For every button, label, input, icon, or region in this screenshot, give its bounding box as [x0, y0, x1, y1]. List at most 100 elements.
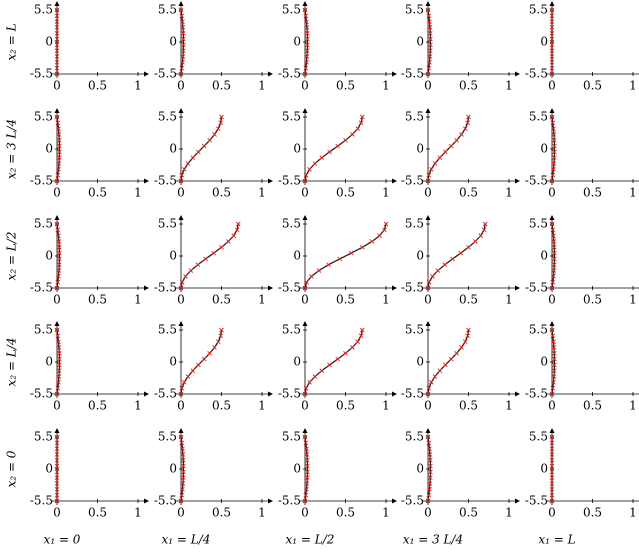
marker — [201, 356, 207, 362]
x-tick-label: 0 — [301, 79, 309, 93]
x-tick-label: 1 — [134, 293, 142, 307]
marker — [427, 30, 433, 36]
marker — [481, 227, 487, 233]
marker — [552, 143, 557, 149]
x-tick-label: 0.5 — [336, 186, 355, 200]
subplot: 0 0.5 1-5.505.5 — [154, 321, 273, 413]
x-tick-label: 1 — [382, 506, 390, 520]
y-tick-label: 0 — [45, 35, 53, 49]
y-tick-label: 5.5 — [529, 323, 548, 337]
marker — [432, 374, 438, 379]
marker — [226, 239, 231, 244]
marker — [305, 36, 310, 42]
marker — [549, 36, 555, 42]
marker — [458, 250, 464, 256]
x-tick-label: 0.5 — [212, 399, 231, 413]
x-arrow — [268, 391, 273, 397]
x-arrow — [515, 498, 520, 504]
x-tick-label: 0.5 — [212, 506, 231, 520]
curve — [427, 223, 486, 289]
x-tick-label: 0 — [53, 506, 61, 520]
subplot: 0 0.5 1-5.505.5x₁ = 3 L/4 — [401, 428, 520, 547]
curve — [304, 329, 363, 395]
y-tick-label: 5.5 — [158, 430, 177, 444]
marker — [56, 268, 62, 273]
marker — [305, 42, 310, 48]
curve — [304, 436, 309, 502]
marker — [181, 36, 186, 42]
marker — [435, 268, 441, 273]
marker — [551, 374, 557, 379]
marker — [358, 120, 364, 126]
y-arrow — [425, 215, 431, 220]
marker — [56, 132, 62, 137]
x-tick-label: 0 — [424, 399, 432, 413]
y-tick-label: -5.5 — [30, 494, 53, 508]
curve — [180, 9, 185, 75]
curve — [304, 223, 387, 289]
marker — [551, 350, 557, 356]
subplot: 0 0.5 1-5.505.5 — [525, 215, 639, 307]
curve — [427, 116, 470, 182]
subplot: 0 0.5 1-5.505.5 — [401, 1, 520, 93]
marker — [426, 385, 432, 391]
x-tick-label: 0 — [424, 186, 432, 200]
y-arrow — [302, 108, 308, 113]
marker — [425, 71, 431, 77]
marker — [179, 65, 185, 71]
marker — [552, 149, 557, 155]
marker — [178, 178, 184, 184]
marker — [54, 65, 60, 71]
marker — [551, 262, 557, 268]
marker — [54, 60, 60, 65]
x-tick-label: 1 — [505, 293, 513, 307]
x-tick-label: 0 — [53, 293, 61, 307]
marker — [343, 137, 348, 143]
y-tick-label: -5.5 — [401, 281, 424, 295]
subplot: 0 0.5 1-5.505.5 — [525, 321, 639, 413]
y-arrow — [178, 108, 184, 113]
x-tick-label: 1 — [382, 293, 390, 307]
marker — [179, 172, 185, 178]
marker — [552, 256, 557, 262]
y-arrow — [549, 108, 555, 113]
x-tick-label: 0.5 — [583, 399, 602, 413]
marker — [551, 268, 557, 273]
y-tick-label: 0 — [416, 355, 424, 369]
marker — [478, 233, 484, 238]
y-arrow — [178, 321, 184, 326]
marker — [432, 161, 438, 166]
marker — [551, 380, 556, 385]
marker — [303, 172, 309, 178]
marker — [425, 434, 431, 440]
marker — [549, 71, 555, 77]
marker — [185, 374, 191, 379]
marker — [304, 48, 310, 54]
marker — [196, 362, 201, 368]
marker — [57, 143, 62, 149]
marker — [551, 244, 557, 250]
y-tick-label: -5.5 — [525, 494, 548, 508]
y-tick-label: 5.5 — [158, 3, 177, 17]
marker — [302, 7, 308, 13]
subplot: 0 0.5 1-5.505.5 — [278, 108, 397, 200]
marker — [358, 333, 364, 339]
y-tick-label: -5.5 — [278, 387, 301, 401]
x-tick-label: 0 — [548, 293, 556, 307]
marker — [428, 167, 434, 172]
y-tick-label: 5.5 — [158, 323, 177, 337]
x-tick-label: 0 — [177, 399, 185, 413]
x-arrow — [268, 71, 273, 77]
marker — [551, 126, 556, 131]
marker — [201, 143, 207, 149]
marker — [212, 132, 217, 137]
y-tick-label: 5.5 — [282, 217, 301, 231]
x-tick-label: 0.5 — [459, 186, 478, 200]
marker — [179, 279, 185, 285]
x-tick-label: 0 — [177, 79, 185, 93]
y-tick-label: -5.5 — [30, 174, 53, 188]
marker — [303, 13, 309, 19]
marker — [56, 262, 62, 268]
y-tick-label: 5.5 — [34, 110, 53, 124]
y-arrow — [54, 215, 60, 220]
